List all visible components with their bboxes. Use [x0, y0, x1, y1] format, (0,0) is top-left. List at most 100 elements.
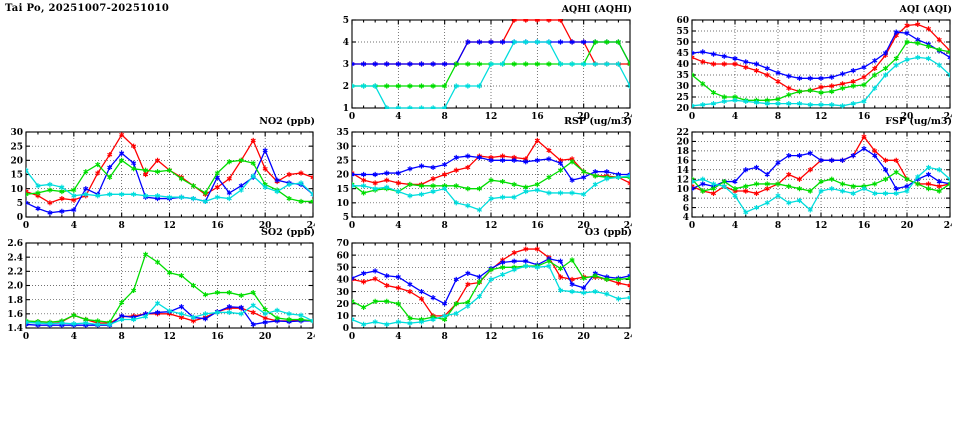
svg-text:0: 0 [349, 221, 355, 231]
chart-plot-fsp: 4681012141618202204812162024 [676, 128, 952, 231]
svg-text:2.4: 2.4 [7, 253, 23, 263]
chart-panel-o3: O3 (ppb)01020304050607004812162024 [326, 227, 632, 342]
svg-text:20: 20 [676, 104, 689, 114]
series-markers-so2 [26, 300, 313, 328]
svg-text:55: 55 [676, 27, 689, 37]
series-markers-aqi [692, 54, 950, 109]
series-markers-no2 [26, 167, 313, 205]
svg-text:20: 20 [901, 112, 914, 122]
chart-plot-o3: 01020304050607004812162024 [336, 239, 632, 342]
svg-text:8: 8 [442, 332, 448, 342]
svg-text:2.0: 2.0 [7, 282, 23, 292]
svg-text:1: 1 [343, 104, 349, 114]
svg-text:15: 15 [10, 171, 23, 181]
svg-text:1.4: 1.4 [7, 324, 23, 334]
chart-panel-aqi: AQI (AQI)20253035404550556004812162024 [666, 4, 952, 122]
svg-text:5: 5 [17, 199, 23, 209]
svg-text:4: 4 [683, 213, 689, 223]
svg-text:24: 24 [624, 221, 632, 231]
svg-text:12: 12 [485, 221, 498, 231]
svg-text:16: 16 [858, 112, 871, 122]
svg-text:18: 18 [676, 147, 689, 157]
series-markers-o3 [352, 263, 630, 327]
svg-text:35: 35 [676, 71, 689, 81]
svg-text:2.6: 2.6 [7, 239, 23, 249]
series-markers-fsp [692, 164, 950, 215]
chart-title-fsp: FSP (ug/m3) [885, 116, 952, 127]
svg-text:25: 25 [336, 157, 349, 167]
svg-text:8: 8 [442, 112, 448, 122]
svg-text:24: 24 [307, 221, 315, 231]
svg-text:0: 0 [17, 213, 23, 223]
svg-text:60: 60 [676, 16, 689, 26]
svg-text:12: 12 [485, 332, 498, 342]
svg-text:4: 4 [71, 332, 77, 342]
chart-panel-no2: NO2 (ppb) 0 5 10 15 20 25 30 0 4 8 12 16 20 24 [0, 116, 315, 231]
svg-text:1.6: 1.6 [7, 310, 23, 320]
svg-text:24: 24 [307, 332, 315, 342]
chart-plot-so2: 1.4 1.6 1.8 2.0 2.2 2.4 2.6 0 4 8 12 16 20 24 [7, 239, 315, 342]
svg-text:20: 20 [336, 171, 349, 181]
svg-text:8: 8 [119, 221, 125, 231]
chart-title-o3: O3 (ppb) [584, 227, 632, 238]
svg-text:20: 20 [577, 112, 590, 122]
svg-text:20: 20 [336, 300, 349, 310]
svg-text:35: 35 [336, 128, 349, 138]
series-markers-rsp [352, 173, 630, 213]
series-markers-no2 [26, 147, 313, 216]
svg-text:0: 0 [343, 324, 349, 334]
svg-text:10: 10 [676, 185, 689, 195]
chart-plot-rsp: 5 10 15 20 25 30 35 0 4 8 12 16 20 24 [336, 128, 632, 231]
svg-text:0: 0 [689, 112, 695, 122]
svg-text:24: 24 [944, 221, 952, 231]
svg-text:24: 24 [944, 112, 952, 122]
series-markers-rsp [352, 153, 630, 183]
svg-text:6: 6 [683, 204, 689, 214]
svg-text:2: 2 [343, 82, 349, 92]
svg-text:45: 45 [676, 49, 689, 59]
svg-text:12: 12 [815, 112, 828, 122]
svg-text:8: 8 [119, 332, 125, 342]
chart-plot-no2: 0 5 10 15 20 25 30 0 4 8 12 16 20 24 [10, 128, 315, 231]
svg-text:50: 50 [676, 38, 689, 48]
series-markers-aqhi [352, 39, 630, 109]
svg-text:16: 16 [858, 221, 871, 231]
svg-text:20: 20 [259, 332, 272, 342]
svg-text:40: 40 [336, 276, 349, 286]
svg-text:16: 16 [211, 221, 224, 231]
svg-text:20: 20 [676, 138, 689, 148]
svg-text:30: 30 [10, 128, 23, 138]
svg-text:4: 4 [71, 221, 77, 231]
svg-text:24: 24 [624, 332, 632, 342]
svg-text:24: 24 [624, 112, 632, 122]
svg-text:0: 0 [689, 221, 695, 231]
chart-title-aqi: AQI (AQI) [899, 4, 952, 15]
chart-title-rsp: RSP (ug/m3) [564, 116, 632, 127]
svg-text:5: 5 [343, 213, 349, 223]
svg-text:30: 30 [336, 288, 349, 298]
svg-text:14: 14 [676, 166, 689, 176]
svg-text:8: 8 [775, 221, 781, 231]
svg-text:10: 10 [10, 185, 23, 195]
svg-text:20: 20 [577, 221, 590, 231]
chart-panel-aqhi: AQHI (AQHI)1234504812162024 [326, 4, 632, 122]
svg-text:60: 60 [336, 251, 349, 261]
svg-text:12: 12 [485, 112, 498, 122]
chart-panel-fsp: FSP (ug/m3)4681012141618202204812162024 [666, 116, 952, 231]
svg-text:1.8: 1.8 [7, 296, 23, 306]
svg-text:25: 25 [10, 142, 23, 152]
page-title: Tai Po, 20251007-20251010 [5, 3, 170, 14]
svg-text:25: 25 [676, 93, 689, 103]
svg-text:16: 16 [531, 221, 544, 231]
chart-title-aqhi: AQHI (AQHI) [561, 4, 632, 15]
svg-text:0: 0 [349, 332, 355, 342]
svg-text:3: 3 [343, 60, 349, 70]
svg-text:4: 4 [732, 112, 738, 122]
svg-text:50: 50 [336, 263, 349, 273]
svg-text:4: 4 [395, 221, 401, 231]
svg-text:4: 4 [343, 38, 349, 48]
svg-text:12: 12 [815, 221, 828, 231]
svg-text:8: 8 [775, 112, 781, 122]
svg-text:4: 4 [395, 332, 401, 342]
chart-panel-rsp: RSP (ug/m3) 5 10 15 20 25 30 35 0 4 8 12 16 20 24 [326, 116, 632, 231]
